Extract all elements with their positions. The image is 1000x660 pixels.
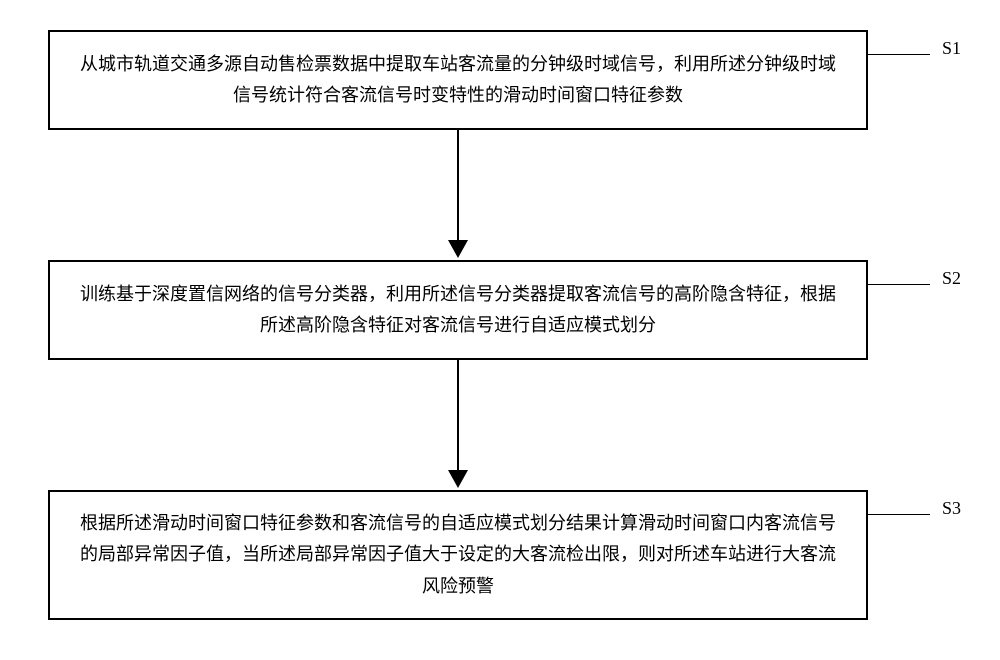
- flow-node-s1-connector: [868, 54, 930, 55]
- flow-node-s3: 根据所述滑动时间窗口特征参数和客流信号的自适应模式划分结果计算滑动时间窗口内客流…: [48, 490, 868, 620]
- flow-node-s3-label: S3: [942, 498, 961, 519]
- flow-node-s1-text: 从城市轨道交通多源自动售检票数据中提取车站客流量的分钟级时域信号，利用所述分钟级…: [78, 49, 838, 112]
- arrow-s2-s3-line: [457, 360, 459, 472]
- arrow-s1-s2-line: [457, 130, 459, 242]
- flow-node-s1: 从城市轨道交通多源自动售检票数据中提取车站客流量的分钟级时域信号，利用所述分钟级…: [48, 30, 868, 130]
- flow-node-s1-label: S1: [942, 38, 961, 59]
- flow-node-s3-connector: [868, 514, 930, 515]
- flow-node-s3-text: 根据所述滑动时间窗口特征参数和客流信号的自适应模式划分结果计算滑动时间窗口内客流…: [78, 508, 838, 603]
- flowchart-canvas: 从城市轨道交通多源自动售检票数据中提取车站客流量的分钟级时域信号，利用所述分钟级…: [0, 0, 1000, 660]
- flow-node-s2-label: S2: [942, 268, 961, 289]
- arrow-s1-s2-head: [448, 240, 468, 258]
- flow-node-s2: 训练基于深度置信网络的信号分类器，利用所述信号分类器提取客流信号的高阶隐含特征，…: [48, 260, 868, 360]
- flow-node-s2-text: 训练基于深度置信网络的信号分类器，利用所述信号分类器提取客流信号的高阶隐含特征，…: [78, 279, 838, 342]
- flow-node-s2-connector: [868, 284, 930, 285]
- arrow-s2-s3-head: [448, 470, 468, 488]
